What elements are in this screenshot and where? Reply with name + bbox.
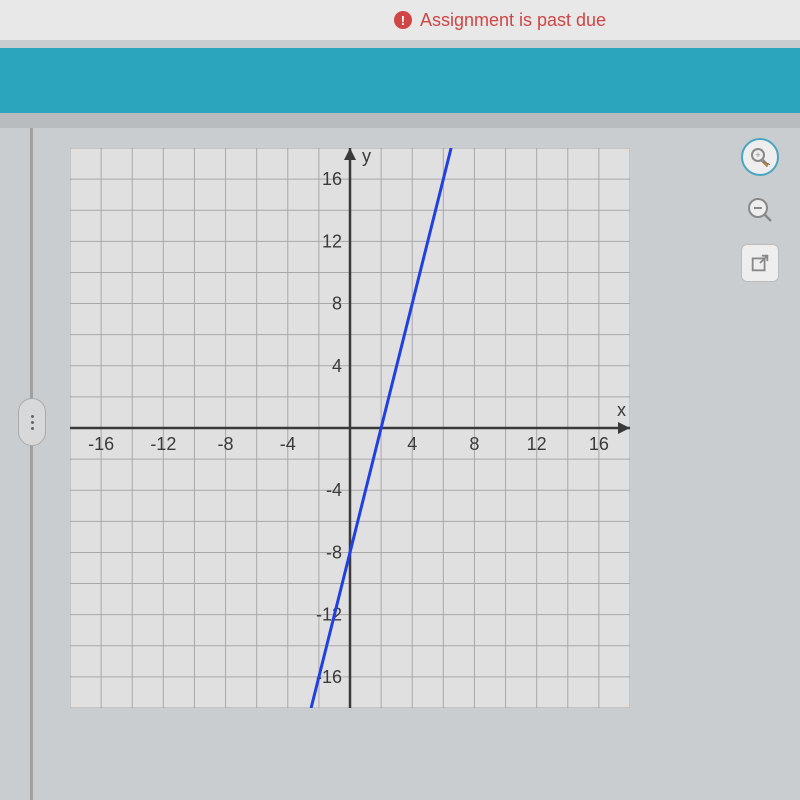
svg-text:4: 4: [407, 434, 417, 454]
svg-text:8: 8: [332, 294, 342, 314]
svg-text:12: 12: [527, 434, 547, 454]
svg-text:12: 12: [322, 231, 342, 251]
warning-message: ! Assignment is past due: [394, 10, 606, 31]
svg-text:x: x: [617, 400, 626, 420]
zoom-out-icon[interactable]: [741, 191, 779, 229]
svg-text:16: 16: [322, 169, 342, 189]
separator: [0, 113, 800, 128]
more-icon[interactable]: [18, 398, 46, 446]
rail-line: [30, 128, 33, 800]
svg-text:-4: -4: [280, 434, 296, 454]
warning-icon: !: [394, 11, 412, 29]
tool-column: +: [720, 128, 800, 800]
popout-icon[interactable]: [741, 244, 779, 282]
svg-text:8: 8: [469, 434, 479, 454]
header-bar: ! Assignment is past due: [0, 0, 800, 40]
svg-text:4: 4: [332, 356, 342, 376]
warning-label: Assignment is past due: [420, 10, 606, 31]
svg-text:-12: -12: [150, 434, 176, 454]
content-area: -16-12-8-4481216-16-12-8-4481216yx +: [0, 128, 800, 800]
coordinate-graph: -16-12-8-4481216-16-12-8-4481216yx: [70, 148, 630, 708]
svg-text:-4: -4: [326, 480, 342, 500]
teal-banner: [0, 48, 800, 113]
svg-text:+: +: [755, 150, 760, 160]
zoom-cursor-icon[interactable]: +: [741, 138, 779, 176]
left-rail: [0, 128, 70, 800]
svg-text:16: 16: [589, 434, 609, 454]
svg-text:-8: -8: [218, 434, 234, 454]
graph-panel: -16-12-8-4481216-16-12-8-4481216yx: [70, 128, 720, 800]
svg-text:-12: -12: [316, 605, 342, 625]
svg-text:y: y: [362, 148, 371, 166]
svg-text:-8: -8: [326, 542, 342, 562]
svg-text:-16: -16: [88, 434, 114, 454]
